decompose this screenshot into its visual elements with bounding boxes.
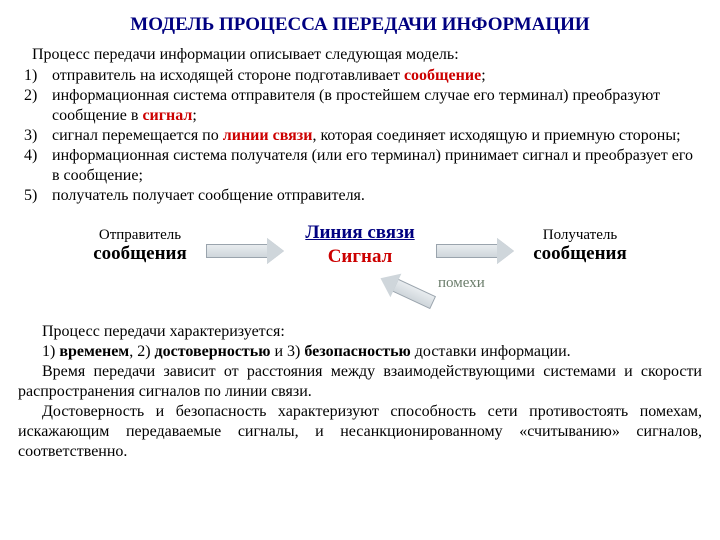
sender-label-bot: сообщения xyxy=(80,244,200,265)
list-item: 5) получатель получает сообщение отправи… xyxy=(18,186,702,206)
conclusion-line: Время передачи зависит от расстояния меж… xyxy=(18,362,702,402)
arrow-upleft-icon xyxy=(392,279,436,309)
noise-label: помехи xyxy=(438,275,485,292)
list-num: 2) xyxy=(18,86,52,106)
receiver-label-top: Получатель xyxy=(520,226,640,244)
list-text: отправитель на исходящей стороне подгота… xyxy=(52,66,702,86)
sender-label-top: Отправитель xyxy=(80,226,200,244)
list-num: 1) xyxy=(18,66,52,86)
diagram: Отправитель сообщения Линия связи Сигнал… xyxy=(20,220,700,310)
keyword: линии связи xyxy=(223,127,313,144)
arrow-right-icon xyxy=(436,244,498,258)
list-num: 5) xyxy=(18,186,52,206)
list-text: сигнал перемещается по линии связи, кото… xyxy=(52,126,702,146)
conclusion-line: Достоверность и безопасность характеризу… xyxy=(18,402,702,462)
list-item: 3) сигнал перемещается по линии связи, к… xyxy=(18,126,702,146)
receiver-node: Получатель сообщения xyxy=(520,226,640,265)
list-text: информационная система отправителя (в пр… xyxy=(52,86,702,126)
list-item: 4) информационная система получателя (ил… xyxy=(18,146,702,186)
list-text: информационная система получателя (или е… xyxy=(52,146,702,186)
signal-label: Сигнал xyxy=(310,246,410,268)
keyword: сообщение xyxy=(404,67,481,84)
link-label: Линия связи xyxy=(290,222,430,244)
list-item: 2) информационная система отправителя (в… xyxy=(18,86,702,126)
receiver-label-bot: сообщения xyxy=(520,244,640,265)
keyword: сигнал xyxy=(142,107,192,124)
conclusion-line: 1) временем, 2) достоверностью и 3) безо… xyxy=(18,342,702,362)
list-num: 4) xyxy=(18,146,52,166)
conclusion: Процесс передачи характеризуется: 1) вре… xyxy=(18,322,702,462)
page-title: МОДЕЛЬ ПРОЦЕССА ПЕРЕДАЧИ ИНФОРМАЦИИ xyxy=(18,14,702,36)
conclusion-line: Процесс передачи характеризуется: xyxy=(18,322,702,342)
list-item: 1) отправитель на исходящей стороне подг… xyxy=(18,66,702,86)
arrow-right-icon xyxy=(206,244,268,258)
sender-node: Отправитель сообщения xyxy=(80,226,200,265)
list-num: 3) xyxy=(18,126,52,146)
intro-text: Процесс передачи информации описывает сл… xyxy=(18,46,702,64)
list-text: получатель получает сообщение отправител… xyxy=(52,186,702,206)
page: МОДЕЛЬ ПРОЦЕССА ПЕРЕДАЧИ ИНФОРМАЦИИ Проц… xyxy=(0,0,720,472)
numbered-list: 1) отправитель на исходящей стороне подг… xyxy=(18,66,702,206)
